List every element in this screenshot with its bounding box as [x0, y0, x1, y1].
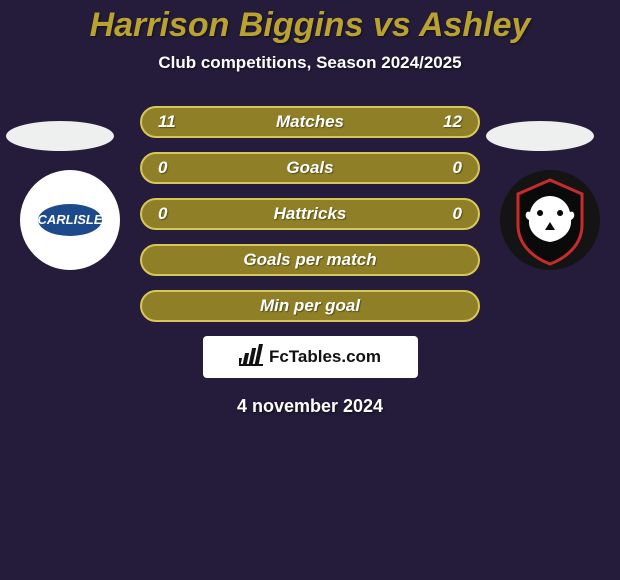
stat-value-right: 12 — [443, 112, 462, 132]
stats-panel: Matches 11 12 Goals 0 0 Hattricks 0 0 Goals per m… — [140, 106, 480, 322]
fctables-watermark: FcTables.com — [203, 336, 418, 378]
carlisle-label: CARLISLE — [38, 212, 103, 227]
stat-row: Min per goal — [140, 290, 480, 322]
stat-label: Goals per match — [243, 250, 376, 270]
stat-value-left: 11 — [158, 112, 176, 132]
page-title: Harrison Biggins vs Ashley — [0, 0, 620, 45]
stat-value-left: 0 — [158, 158, 167, 178]
stat-value-right: 0 — [453, 204, 462, 224]
stat-row: Goals 0 0 — [140, 152, 480, 184]
stat-row: Hattricks 0 0 — [140, 198, 480, 230]
club-badge-right — [500, 170, 600, 270]
stat-label: Matches — [276, 112, 344, 132]
player-right-avatar-placeholder — [486, 121, 594, 151]
stat-label: Goals — [286, 158, 333, 178]
stat-row: Goals per match — [140, 244, 480, 276]
date-label: 4 november 2024 — [0, 396, 620, 417]
stat-label: Hattricks — [274, 204, 347, 224]
stat-value-right: 0 — [453, 158, 462, 178]
fctables-text: FcTables.com — [269, 347, 381, 367]
stat-label: Min per goal — [260, 296, 360, 316]
stat-value-left: 0 — [158, 204, 167, 224]
subtitle: Club competitions, Season 2024/2025 — [0, 53, 620, 73]
player-left-avatar-placeholder — [6, 121, 114, 151]
salford-badge-icon — [500, 170, 600, 270]
bar-chart-icon — [239, 344, 263, 371]
club-badge-left: CARLISLE — [20, 170, 120, 270]
comparison-card: Harrison Biggins vs Ashley Club competit… — [0, 0, 620, 580]
carlisle-badge-icon: CARLISLE — [20, 170, 120, 270]
stat-row: Matches 11 12 — [140, 106, 480, 138]
